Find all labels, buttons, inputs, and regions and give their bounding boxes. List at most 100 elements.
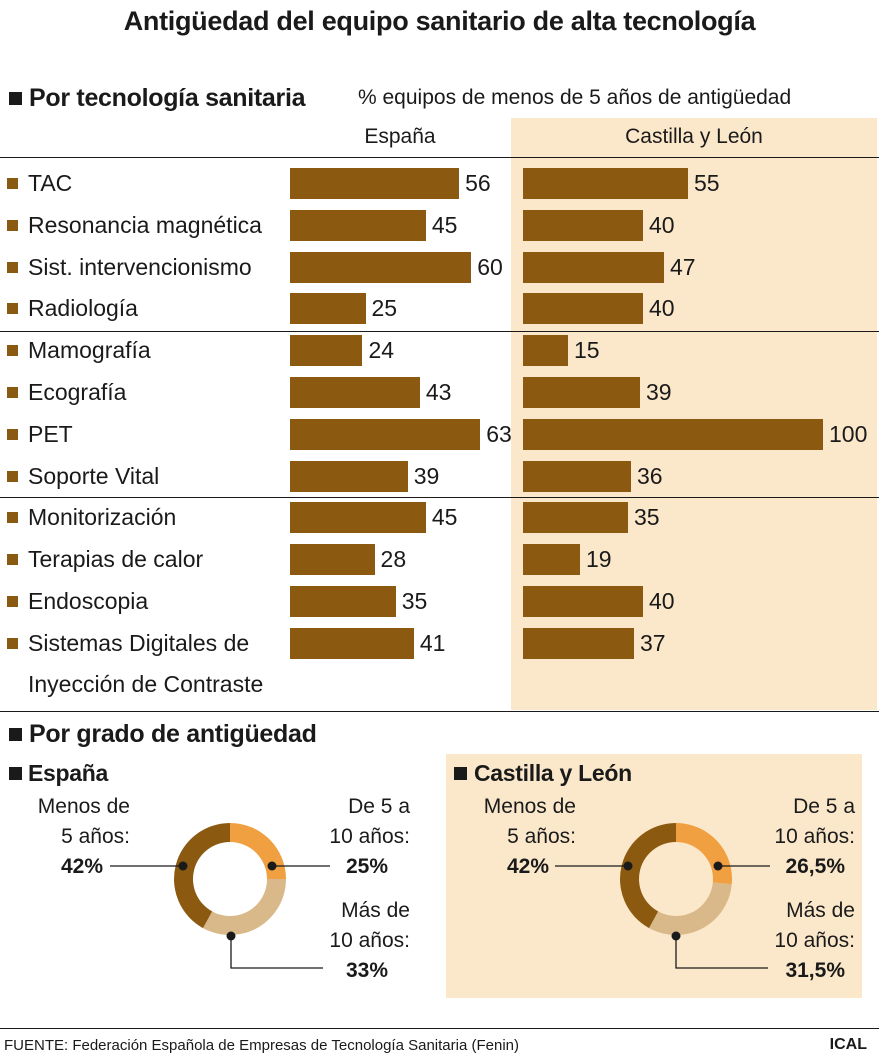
label-line: De 5 a — [348, 795, 410, 818]
donut-slice — [230, 823, 286, 879]
leader-dot — [178, 861, 188, 871]
label-line: De 5 a — [793, 795, 855, 818]
value-text: 25% — [345, 855, 388, 878]
value-label-cyl: 55 — [694, 170, 720, 196]
bar-cyl — [523, 251, 664, 283]
subsection-bullet — [9, 767, 22, 780]
row-bullet — [7, 261, 18, 273]
value-label-cyl: 40 — [649, 211, 675, 238]
section-bullet — [9, 728, 22, 741]
category-label: Resonancia magnética — [28, 211, 262, 238]
bar-cyl — [523, 377, 640, 408]
row-bullet — [7, 345, 18, 357]
category-label: Soporte Vital — [28, 462, 160, 489]
row-bullet — [7, 178, 18, 189]
value-label-spain: 56 — [465, 170, 491, 196]
row-bullet — [7, 470, 18, 482]
bar-cyl — [523, 168, 688, 199]
label-line: Menos de — [483, 795, 576, 818]
category-label: TAC — [28, 170, 73, 196]
bar-cyl — [523, 335, 568, 367]
row-bullet — [7, 512, 18, 524]
divider-top — [0, 157, 879, 158]
bar-cyl — [523, 460, 631, 492]
value-label-cyl: 40 — [649, 295, 675, 322]
section-bullet — [9, 92, 22, 105]
label-line: 5 años: — [507, 825, 576, 848]
value-label-cyl: 19 — [586, 546, 612, 573]
donut-label-under5: Menos de 5 años: 42% — [0, 792, 130, 882]
subsection-heading-cyl: Castilla y León — [474, 760, 632, 786]
bar-cyl — [523, 502, 628, 534]
label-line: Menos de — [37, 795, 130, 818]
value-label-spain: 28 — [380, 546, 407, 573]
label-line: 5 años: — [61, 825, 130, 848]
section-heading-technology: Por tecnología sanitaria — [29, 84, 306, 112]
donut-slice — [619, 823, 676, 929]
label-line: 10 años: — [329, 929, 410, 952]
divider-group-2 — [0, 497, 879, 498]
leader-dot — [671, 931, 681, 941]
label-value: 33% — [290, 956, 410, 986]
value-label-spain: 45 — [431, 211, 458, 238]
leader-dot — [623, 861, 633, 871]
leader-dot — [267, 861, 277, 871]
label-value: 31,5% — [735, 956, 855, 986]
value-label-spain: 63 — [486, 420, 512, 447]
subsection-heading-spain: España — [28, 760, 109, 786]
leader-dot — [226, 931, 236, 941]
value-label-spain: 41 — [419, 629, 446, 656]
donut-label-5to10: De 5 a 10 años: 26,5% — [735, 792, 855, 882]
category-label: Ecografía — [28, 379, 127, 405]
label-value: 42% — [446, 852, 576, 882]
row-bullet — [7, 554, 18, 566]
section-heading-age: Por grado de antigüedad — [29, 720, 317, 748]
bar-spain — [290, 586, 396, 617]
row-bullet — [7, 428, 18, 440]
value-text: 42% — [506, 855, 549, 878]
label-line: 10 años: — [329, 825, 410, 848]
bar-spain — [290, 335, 363, 367]
divider-bottom — [0, 711, 879, 712]
value-label-cyl: 39 — [646, 379, 672, 405]
bar-spain — [290, 293, 366, 325]
bar-cyl — [523, 627, 634, 659]
label-value: 26,5% — [735, 852, 855, 882]
value-label-cyl: 100 — [829, 420, 868, 447]
row-bullet — [7, 303, 18, 315]
value-label-spain: 45 — [431, 504, 458, 531]
bar-spain — [290, 627, 414, 659]
value-label-spain: 24 — [368, 337, 395, 364]
donut-label-under5: Menos de 5 años: 42% — [446, 792, 576, 882]
row-bullet — [7, 596, 18, 607]
footer-divider — [0, 1028, 879, 1029]
row-bullet — [7, 387, 18, 398]
value-label-cyl: 47 — [670, 253, 696, 280]
bar-spain — [290, 168, 460, 199]
bar-spain — [290, 251, 472, 283]
category-label: Terapias de calor — [28, 546, 204, 573]
donut-slice — [676, 823, 733, 885]
column-header-spain: España — [364, 125, 436, 148]
bar-cyl — [523, 544, 580, 576]
category-label: Endoscopia — [28, 588, 149, 614]
bar-spain — [290, 418, 481, 450]
leader-line — [230, 936, 323, 969]
donut-label-over10: Más de 10 años: 31,5% — [735, 896, 855, 986]
category-label: PET — [28, 420, 73, 447]
category-label: Inyección de Contraste — [28, 670, 264, 697]
value-label-spain: 43 — [425, 379, 452, 405]
bar-spain — [290, 502, 426, 534]
donut-slice — [649, 882, 732, 935]
value-label-cyl: 36 — [637, 462, 663, 489]
donut-slice — [203, 879, 286, 936]
value-label-spain: 60 — [477, 253, 503, 280]
value-label-cyl: 37 — [640, 629, 666, 656]
value-text: 31,5% — [785, 959, 845, 982]
cyl-donut-background — [446, 754, 862, 998]
leader-line — [675, 936, 768, 969]
label-line: Más de — [341, 899, 410, 922]
value-text: 33% — [345, 959, 388, 982]
label-line: 10 años: — [774, 929, 855, 952]
